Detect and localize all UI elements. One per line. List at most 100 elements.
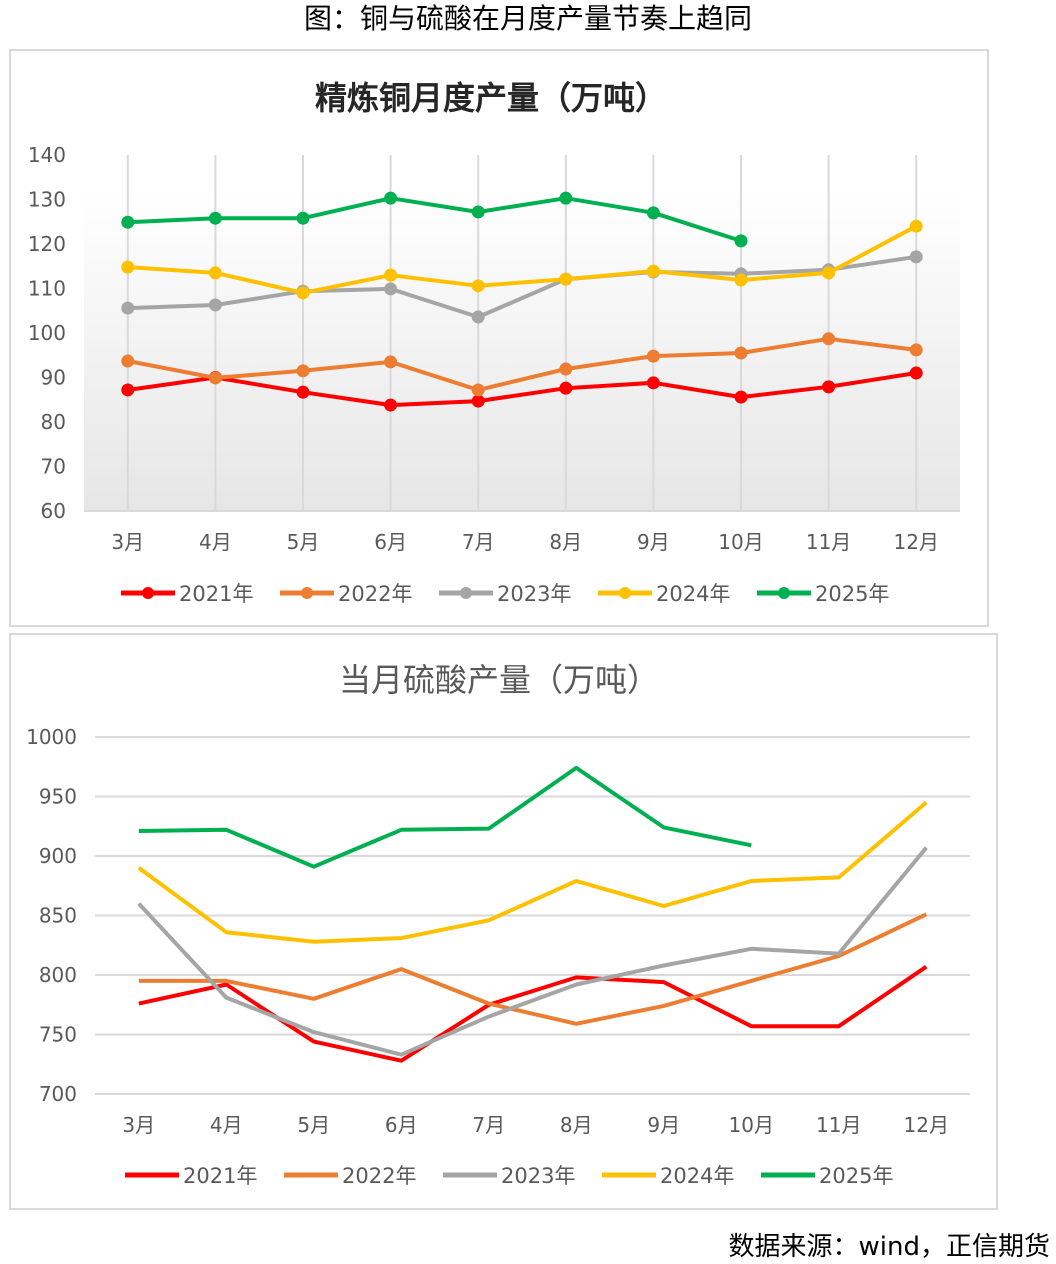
- legend-marker: [778, 587, 790, 599]
- data-point: [384, 355, 398, 369]
- x-tick-label: 10月: [729, 1113, 774, 1137]
- data-point: [471, 279, 485, 293]
- legend-label: 2024年: [656, 582, 730, 606]
- data-point: [296, 211, 310, 225]
- y-tick-label: 100: [28, 321, 66, 345]
- data-point: [909, 250, 923, 264]
- x-tick-label: 5月: [297, 1113, 330, 1137]
- series-line-2022年: [127, 336, 917, 392]
- legend-marker: [142, 587, 154, 599]
- y-tick-label: 130: [28, 188, 66, 212]
- sulfuric-acid-production-chart: 当月硫酸产量（万吨） 700 750 800 850 900 950 1000 3月 4月 5月 6月…: [26, 661, 970, 1188]
- x-tick-label: 4月: [210, 1113, 243, 1137]
- y-tick-label: 700: [39, 1082, 77, 1106]
- data-point: [822, 266, 836, 280]
- data-point: [296, 364, 310, 378]
- plot-area-background: [84, 189, 960, 511]
- data-point: [559, 381, 573, 395]
- data-point: [121, 383, 135, 397]
- y-tick-label: 90: [41, 366, 66, 390]
- data-point: [208, 371, 222, 385]
- data-point: [646, 349, 660, 363]
- data-point: [384, 191, 398, 205]
- x-tick-label: 12月: [904, 1113, 949, 1137]
- data-point: [471, 394, 485, 408]
- data-point: [121, 215, 135, 229]
- y-tick-label: 80: [41, 410, 66, 434]
- series-line-2024年: [127, 224, 918, 295]
- series-line-2025年: [127, 196, 742, 243]
- data-point: [559, 191, 573, 205]
- x-tick-label: 7月: [472, 1113, 505, 1137]
- data-point: [734, 273, 748, 287]
- legend-label: 2023年: [497, 582, 571, 606]
- y-tick-label: 750: [39, 1023, 77, 1047]
- legend-label: 2025年: [815, 582, 889, 606]
- x-tick-label: 3月: [111, 530, 144, 554]
- legend-label: 2025年: [819, 1164, 893, 1188]
- data-point: [734, 234, 748, 248]
- legend-label: 2022年: [338, 582, 412, 606]
- data-point: [471, 205, 485, 219]
- data-point: [646, 264, 660, 278]
- x-tick-label: 9月: [647, 1113, 680, 1137]
- y-tick-label: 110: [28, 277, 66, 301]
- data-point: [909, 366, 923, 380]
- legend-label: 2022年: [342, 1164, 416, 1188]
- x-tick-label: 11月: [806, 530, 851, 554]
- data-point: [208, 266, 222, 280]
- figure-title: 图：铜与硫酸在月度产量节奏上趋同: [303, 2, 752, 35]
- legend-label: 2023年: [501, 1164, 575, 1188]
- data-point: [384, 398, 398, 412]
- x-tick-label: 8月: [560, 1113, 593, 1137]
- data-point: [909, 219, 923, 233]
- y-tick-label: 140: [28, 143, 66, 167]
- series-line-2022年: [138, 912, 928, 1026]
- x-tick-label: 9月: [637, 530, 670, 554]
- data-point: [384, 268, 398, 282]
- data-source: 数据来源：wind，正信期货: [728, 1232, 1050, 1262]
- legend-label: 2021年: [183, 1164, 257, 1188]
- data-point: [121, 260, 135, 274]
- y-tick-label: 950: [39, 785, 77, 809]
- copper-production-chart: 精炼铜月度产量（万吨） 60 70 80 90 100 110 120 130 140 3月 4月 5月…: [28, 79, 960, 606]
- legend-marker: [619, 587, 631, 599]
- y-tick-label: 70: [41, 455, 66, 479]
- series-line-2023年: [127, 254, 917, 319]
- x-tick-label: 8月: [549, 530, 582, 554]
- x-tick-label: 6月: [385, 1113, 418, 1137]
- legend-marker: [301, 587, 313, 599]
- legend-label: 2021年: [179, 582, 253, 606]
- series-line-2021年: [127, 371, 917, 408]
- x-tick-label: 11月: [816, 1113, 861, 1137]
- y-tick-label: 900: [39, 844, 77, 868]
- y-tick-label: 800: [39, 963, 77, 987]
- copper-chart-panel: 精炼铜月度产量（万吨） 60 70 80 90 100 110 120 130 140 3月 4月 5月…: [9, 49, 989, 627]
- data-point: [121, 301, 135, 315]
- data-point: [734, 390, 748, 404]
- data-point: [559, 272, 573, 286]
- y-tick-label: 1000: [26, 725, 77, 749]
- x-tick-label: 3月: [122, 1113, 155, 1137]
- x-tick-label: 10月: [718, 530, 763, 554]
- data-point: [646, 376, 660, 390]
- data-point: [646, 206, 660, 220]
- data-point: [734, 346, 748, 360]
- chart-title: 当月硫酸产量（万吨）: [339, 661, 659, 699]
- y-tick-label: 120: [28, 232, 66, 256]
- x-tick-label: 4月: [199, 530, 232, 554]
- data-point: [822, 332, 836, 346]
- legend-marker: [460, 587, 472, 599]
- legend-label: 2024年: [660, 1164, 734, 1188]
- chart-title: 精炼铜月度产量（万吨）: [315, 79, 667, 117]
- data-point: [296, 286, 310, 300]
- data-point: [471, 310, 485, 324]
- y-tick-label: 850: [39, 904, 77, 928]
- data-point: [559, 362, 573, 376]
- sulfuric-acid-chart-panel: 当月硫酸产量（万吨） 700 750 800 850 900 950 1000 3月 4月 5月 6月…: [9, 633, 998, 1210]
- x-tick-label: 5月: [287, 530, 320, 554]
- x-tick-label: 6月: [374, 530, 407, 554]
- series-line-2025年: [138, 765, 752, 869]
- y-tick-label: 60: [41, 499, 66, 523]
- data-point: [822, 380, 836, 394]
